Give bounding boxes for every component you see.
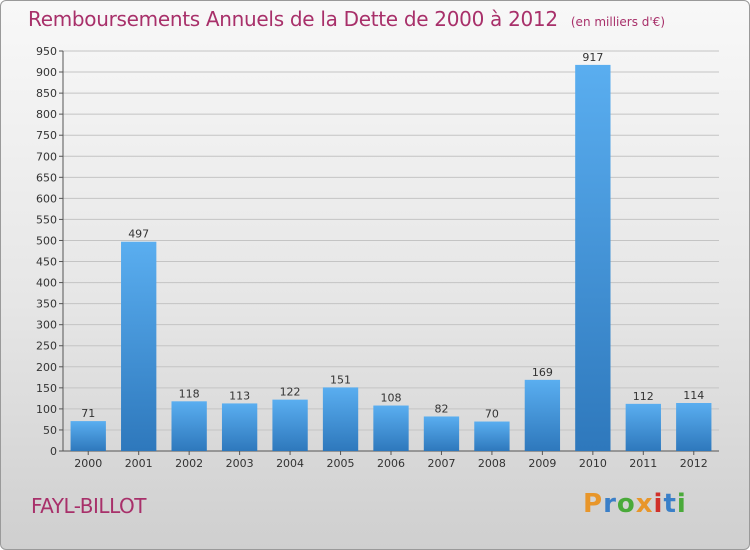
data-label-2003: 113 <box>229 389 250 402</box>
y-tick-label: 300 <box>36 319 57 332</box>
data-label-2000: 71 <box>81 407 95 420</box>
x-tick-label-2002: 2002 <box>175 457 203 470</box>
logo-letter: P <box>583 489 604 519</box>
x-tick-label-2006: 2006 <box>377 457 405 470</box>
data-label-2012: 114 <box>683 389 704 402</box>
data-label-2004: 122 <box>280 386 301 399</box>
x-tick-label-2000: 2000 <box>74 457 102 470</box>
y-tick-label: 900 <box>36 66 57 79</box>
logo-letter: i <box>676 489 687 519</box>
bar-2007 <box>423 416 460 451</box>
data-label-2010: 917 <box>582 51 603 64</box>
bar-2002 <box>171 401 207 451</box>
bar-2009 <box>524 379 561 451</box>
bar-2000 <box>70 421 106 451</box>
x-tick-label-2011: 2011 <box>629 457 657 470</box>
bar-2005 <box>322 387 359 451</box>
data-labels: 71 497 118 113 122 151 108 82 70 169 917 112 114 <box>81 51 704 421</box>
y-tick-label: 550 <box>36 213 57 226</box>
y-tick-label: 200 <box>36 361 57 374</box>
chart-title: Remboursements Annuels de la Dette de 20… <box>28 7 558 31</box>
y-tick-label: 450 <box>36 256 57 269</box>
logo-letter: o <box>616 489 636 519</box>
logo-letter: x <box>635 489 654 519</box>
x-tick-labels: 2000 2001 2002 2003 2004 2005 2006 2007 2008 2009… <box>74 451 708 470</box>
x-tick-label-2012: 2012 <box>680 457 708 470</box>
bar-2010 <box>575 64 611 451</box>
x-tick-label-2004: 2004 <box>276 457 304 470</box>
data-label-2008: 70 <box>485 408 499 421</box>
bar-2012 <box>676 403 712 451</box>
data-label-2006: 108 <box>381 392 402 405</box>
data-label-2002: 118 <box>179 387 200 400</box>
x-tick-label-2010: 2010 <box>579 457 607 470</box>
y-tick-label: 0 <box>50 445 57 458</box>
bar-2011 <box>625 403 661 451</box>
proxiti-logo: Proxiti <box>583 489 687 519</box>
bar-2003 <box>221 403 258 451</box>
y-tick-label: 500 <box>36 234 57 247</box>
y-tick-label: 400 <box>36 277 57 290</box>
data-label-2011: 112 <box>633 390 654 403</box>
chart-subtitle: (en milliers d'€) <box>570 15 665 29</box>
logo-letter: t <box>663 489 677 519</box>
logo-letter: r <box>603 489 617 519</box>
y-tick-label: 150 <box>36 382 57 395</box>
y-tick-label: 250 <box>36 340 57 353</box>
x-tick-label-2005: 2005 <box>327 457 355 470</box>
y-tick-label: 650 <box>36 171 57 184</box>
y-tick-label: 750 <box>36 129 57 142</box>
bar-2008 <box>474 421 510 451</box>
y-tick-label: 850 <box>36 87 57 100</box>
bar-2004 <box>272 399 308 451</box>
y-tick-label: 800 <box>36 108 57 121</box>
x-tick-label-2001: 2001 <box>125 457 153 470</box>
y-tick-label: 50 <box>43 424 57 437</box>
data-label-2005: 151 <box>330 373 351 386</box>
y-tick-label: 600 <box>36 192 57 205</box>
town-name: FAYL-BILLOT <box>31 494 146 518</box>
bar-2001 <box>121 241 157 451</box>
data-label-2007: 82 <box>434 402 448 415</box>
x-tick-label-2009: 2009 <box>528 457 556 470</box>
y-tick-labels: 0 50 100 150 200 250 300 350 400 450 500 550 600 650 7… <box>36 45 57 458</box>
bar-2006 <box>373 405 409 451</box>
y-tick-label: 100 <box>36 403 57 416</box>
data-label-2009: 169 <box>532 366 553 379</box>
x-tick-label-2003: 2003 <box>226 457 254 470</box>
logo-letter: i <box>653 489 664 519</box>
data-label-2001: 497 <box>128 228 149 241</box>
title-row: Remboursements Annuels de la Dette de 20… <box>28 7 665 31</box>
x-tick-label-2007: 2007 <box>427 457 455 470</box>
y-tick-label: 950 <box>36 45 57 58</box>
x-tick-label-2008: 2008 <box>478 457 506 470</box>
y-tick-label: 350 <box>36 298 57 311</box>
bars <box>70 64 712 451</box>
y-tick-label: 700 <box>36 150 57 163</box>
